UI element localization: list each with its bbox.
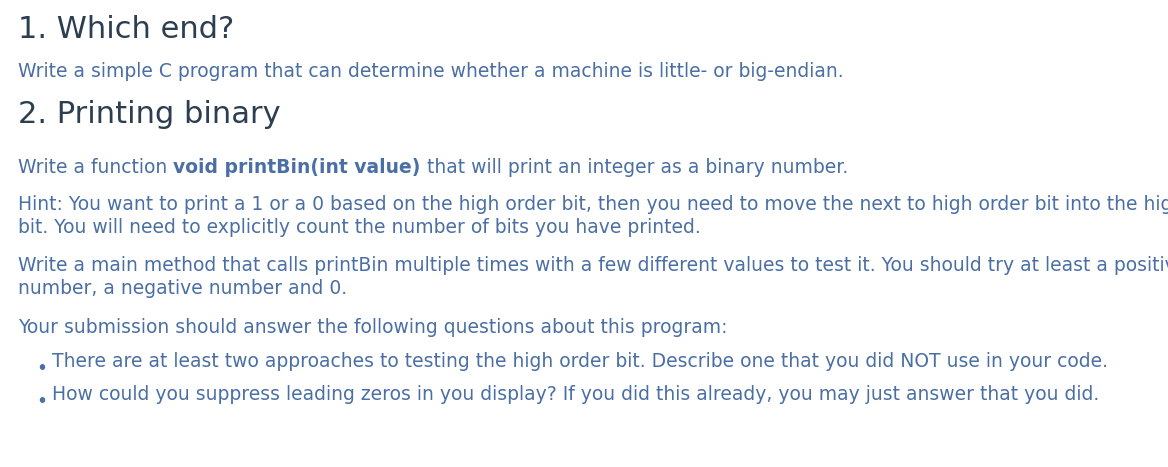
Text: 2. Printing binary: 2. Printing binary bbox=[18, 100, 280, 129]
Text: that will print an integer as a binary number.: that will print an integer as a binary n… bbox=[420, 158, 848, 177]
Text: 1. Which end?: 1. Which end? bbox=[18, 15, 235, 44]
Text: Write a function: Write a function bbox=[18, 158, 173, 177]
Text: bit. You will need to explicitly count the number of bits you have printed.: bit. You will need to explicitly count t… bbox=[18, 218, 701, 237]
Text: Write a main method that calls printBin multiple times with a few different valu: Write a main method that calls printBin … bbox=[18, 256, 1168, 275]
Text: There are at least two approaches to testing the high order bit. Describe one th: There are at least two approaches to tes… bbox=[53, 352, 1108, 371]
Text: •: • bbox=[36, 359, 47, 378]
Text: •: • bbox=[36, 392, 47, 411]
Text: How could you suppress leading zeros in you display? If you did this already, yo: How could you suppress leading zeros in … bbox=[53, 385, 1099, 404]
Text: number, a negative number and 0.: number, a negative number and 0. bbox=[18, 279, 347, 298]
Text: Hint: You want to print a 1 or a 0 based on the high order bit, then you need to: Hint: You want to print a 1 or a 0 based… bbox=[18, 195, 1168, 214]
Text: void printBin(int value): void printBin(int value) bbox=[173, 158, 420, 177]
Text: Write a simple C program that can determine whether a machine is little- or big-: Write a simple C program that can determ… bbox=[18, 62, 843, 81]
Text: Your submission should answer the following questions about this program:: Your submission should answer the follow… bbox=[18, 318, 728, 337]
